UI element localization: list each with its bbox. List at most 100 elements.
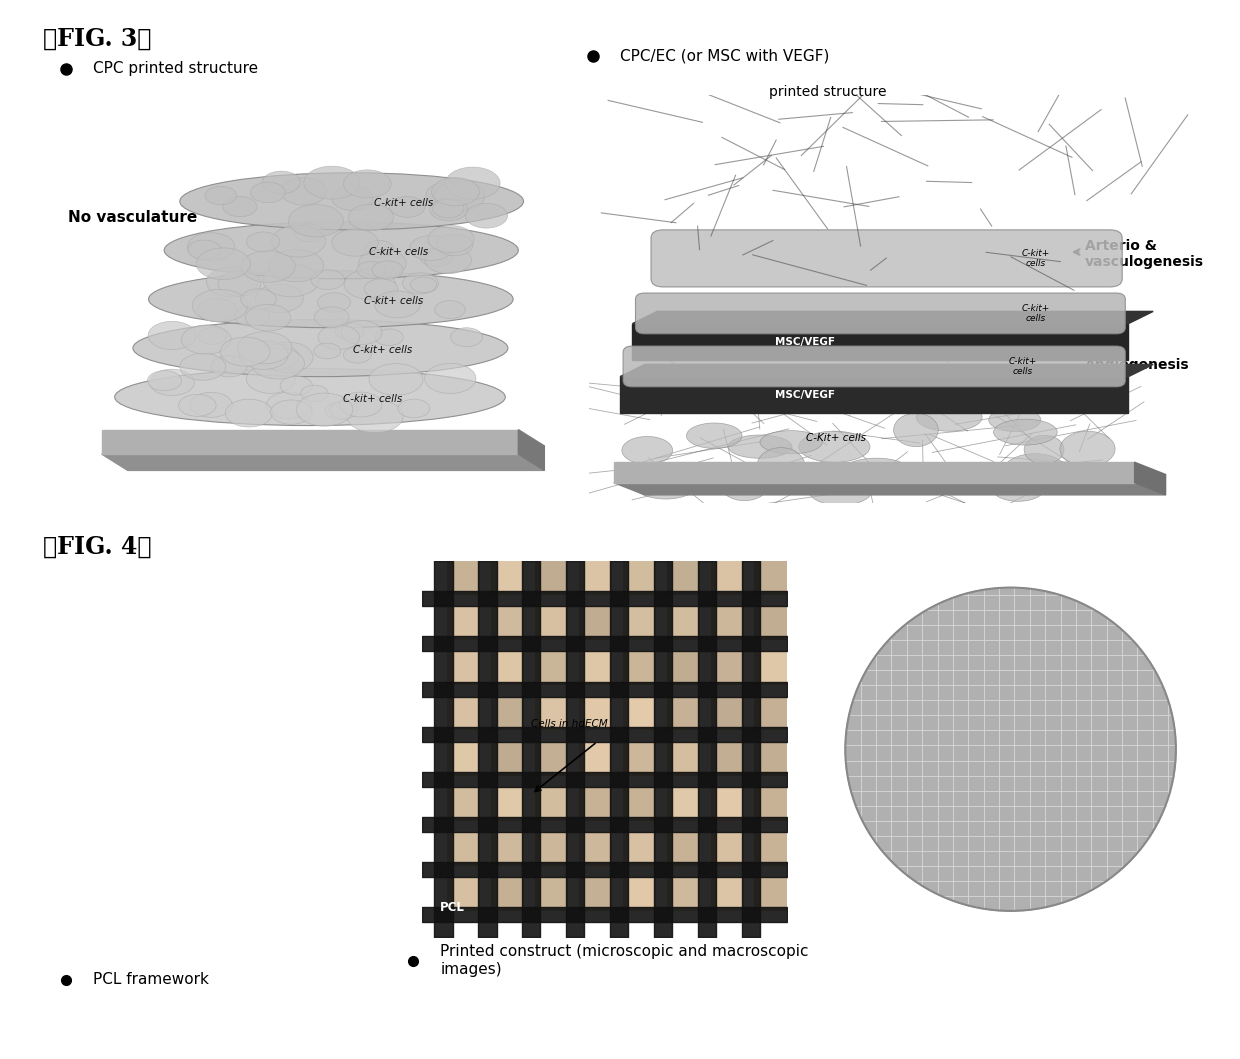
Ellipse shape (403, 273, 439, 294)
Ellipse shape (234, 306, 269, 326)
Ellipse shape (993, 419, 1058, 445)
FancyBboxPatch shape (534, 561, 568, 595)
Ellipse shape (223, 197, 257, 217)
Text: C-kit+ cells: C-kit+ cells (374, 198, 433, 209)
Text: Angiogenesis: Angiogenesis (1085, 358, 1189, 373)
Ellipse shape (916, 403, 982, 431)
Ellipse shape (430, 198, 467, 220)
Ellipse shape (187, 233, 234, 261)
FancyBboxPatch shape (622, 832, 656, 866)
Ellipse shape (374, 291, 420, 318)
FancyBboxPatch shape (491, 607, 525, 641)
FancyBboxPatch shape (448, 877, 480, 911)
Ellipse shape (340, 392, 382, 417)
FancyBboxPatch shape (534, 741, 568, 775)
FancyBboxPatch shape (534, 787, 568, 821)
Ellipse shape (263, 264, 319, 297)
Text: 《FIG. 3》: 《FIG. 3》 (43, 26, 151, 51)
Ellipse shape (432, 178, 480, 205)
Text: C-kit+
cells: C-kit+ cells (1022, 304, 1049, 323)
Text: C-kit+ cells: C-kit+ cells (363, 297, 423, 306)
Ellipse shape (374, 329, 403, 345)
FancyBboxPatch shape (622, 697, 656, 731)
Ellipse shape (631, 464, 701, 499)
Polygon shape (632, 324, 1128, 360)
Ellipse shape (196, 248, 250, 280)
Ellipse shape (289, 204, 343, 237)
Text: Printed construct (microscopic and macroscopic
images): Printed construct (microscopic and macro… (440, 945, 808, 976)
Ellipse shape (330, 402, 357, 418)
Ellipse shape (226, 399, 273, 427)
FancyBboxPatch shape (534, 697, 568, 731)
FancyBboxPatch shape (622, 741, 656, 775)
Text: C-kit+ cells: C-kit+ cells (353, 345, 413, 355)
FancyBboxPatch shape (448, 741, 480, 775)
FancyBboxPatch shape (754, 697, 787, 731)
Ellipse shape (197, 299, 237, 322)
Ellipse shape (807, 472, 873, 505)
Ellipse shape (398, 399, 430, 418)
Ellipse shape (1024, 435, 1064, 464)
Ellipse shape (179, 394, 216, 416)
Ellipse shape (358, 249, 407, 277)
Ellipse shape (1003, 453, 1068, 489)
FancyBboxPatch shape (491, 697, 525, 731)
FancyBboxPatch shape (579, 787, 611, 821)
Ellipse shape (190, 393, 232, 417)
Ellipse shape (294, 223, 325, 241)
Ellipse shape (341, 321, 382, 344)
FancyBboxPatch shape (579, 877, 611, 911)
FancyBboxPatch shape (448, 561, 480, 595)
Ellipse shape (314, 343, 341, 359)
Ellipse shape (221, 337, 270, 366)
FancyBboxPatch shape (622, 787, 656, 821)
Ellipse shape (247, 232, 280, 252)
FancyBboxPatch shape (667, 651, 699, 685)
Polygon shape (614, 483, 1166, 495)
Ellipse shape (198, 327, 227, 344)
Ellipse shape (192, 289, 248, 322)
FancyBboxPatch shape (711, 697, 744, 731)
FancyBboxPatch shape (667, 607, 699, 641)
Polygon shape (518, 430, 544, 470)
FancyBboxPatch shape (491, 832, 525, 866)
Text: 《FIG. 4》: 《FIG. 4》 (43, 535, 151, 559)
Ellipse shape (410, 235, 453, 261)
Ellipse shape (331, 186, 373, 211)
FancyBboxPatch shape (579, 561, 611, 595)
Text: CPC/EC (or MSC with VEGF): CPC/EC (or MSC with VEGF) (620, 49, 830, 64)
FancyBboxPatch shape (448, 651, 480, 685)
FancyBboxPatch shape (491, 741, 525, 775)
Ellipse shape (301, 385, 329, 401)
Ellipse shape (428, 226, 474, 253)
Ellipse shape (250, 182, 285, 202)
Polygon shape (102, 454, 544, 470)
Ellipse shape (262, 172, 300, 194)
Text: No vasculature: No vasculature (68, 210, 197, 225)
Ellipse shape (238, 331, 291, 363)
FancyBboxPatch shape (667, 741, 699, 775)
Ellipse shape (280, 376, 312, 395)
Ellipse shape (823, 465, 897, 492)
Ellipse shape (115, 369, 506, 426)
FancyBboxPatch shape (711, 832, 744, 866)
Polygon shape (620, 364, 1153, 377)
Ellipse shape (317, 292, 351, 312)
FancyBboxPatch shape (711, 561, 744, 595)
Ellipse shape (992, 475, 1044, 501)
Ellipse shape (372, 261, 403, 280)
Ellipse shape (434, 301, 465, 319)
FancyBboxPatch shape (754, 607, 787, 641)
Ellipse shape (348, 204, 393, 231)
Ellipse shape (445, 167, 500, 199)
Ellipse shape (343, 169, 391, 198)
Text: C-kit+ cells: C-kit+ cells (343, 394, 402, 405)
FancyBboxPatch shape (491, 877, 525, 911)
Ellipse shape (218, 271, 260, 297)
Ellipse shape (206, 267, 258, 298)
Ellipse shape (424, 363, 476, 394)
Ellipse shape (420, 248, 453, 267)
FancyBboxPatch shape (754, 561, 787, 595)
Ellipse shape (246, 304, 290, 330)
Circle shape (846, 588, 1176, 911)
